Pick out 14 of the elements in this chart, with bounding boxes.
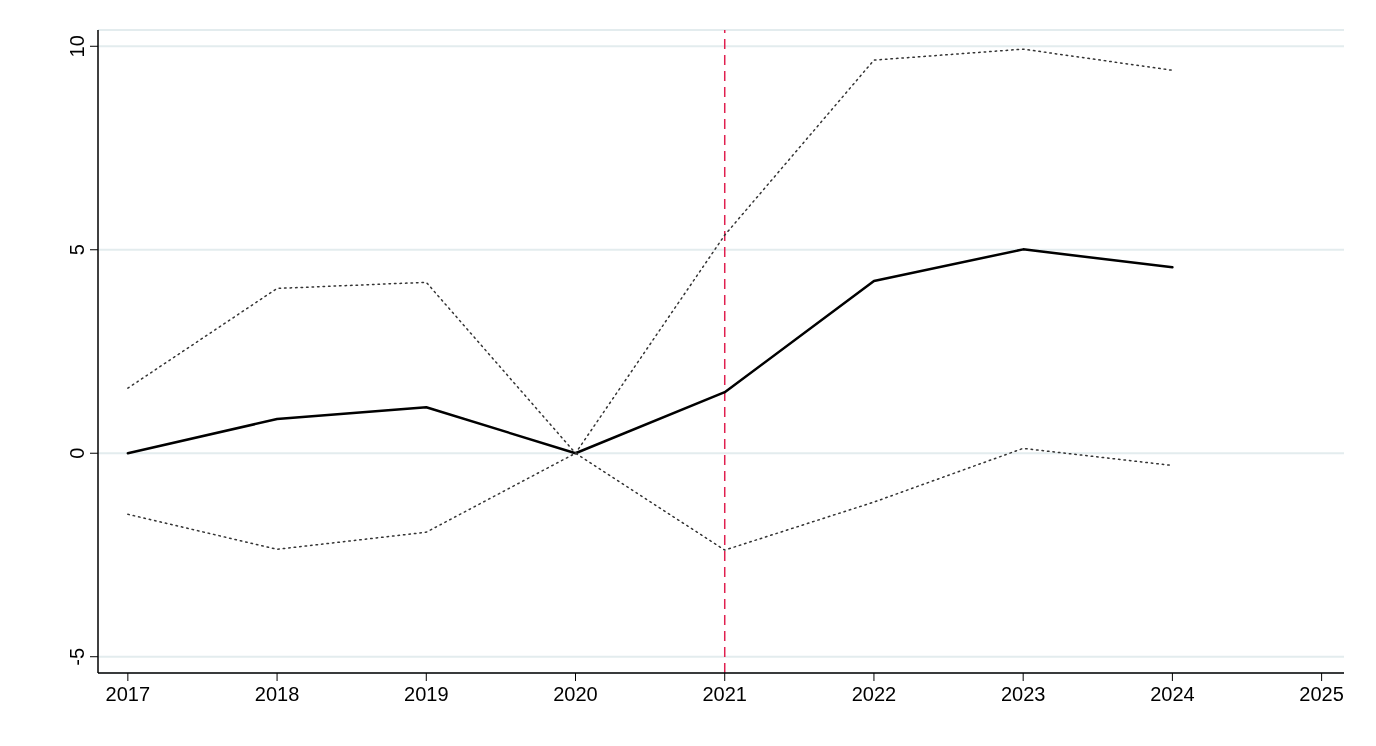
y-tick-label: -5 [66, 647, 88, 666]
x-tick-label: 2021 [702, 683, 747, 706]
x-tick-label: 2019 [404, 683, 449, 706]
x-tick-label: 2020 [553, 683, 598, 706]
x-tick-label: 2023 [1000, 683, 1046, 706]
x-tick-label: 2024 [1150, 683, 1195, 706]
line-series [126, 248, 1174, 455]
y-tick-label: 5 [66, 244, 88, 256]
x-tick-label: 2025 [1299, 683, 1344, 706]
y-tick-label: 0 [66, 447, 88, 459]
x-tick-label: 2018 [254, 683, 300, 706]
x-tick-label: 2017 [105, 683, 151, 706]
y-tick-label: 10 [66, 35, 88, 58]
x-tick-label: 2022 [851, 683, 897, 706]
